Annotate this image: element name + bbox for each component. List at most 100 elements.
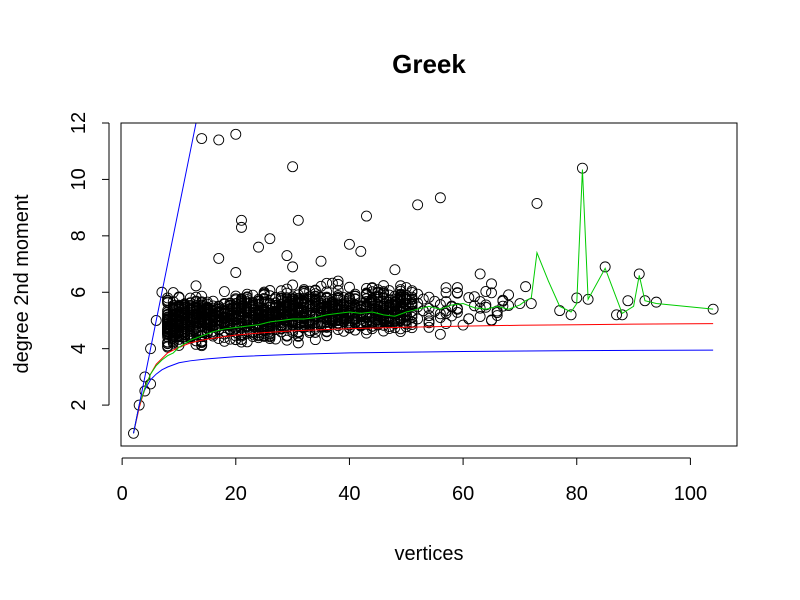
y-tick-label: 8 — [68, 230, 90, 241]
data-point — [287, 279, 299, 291]
data-point — [486, 287, 497, 299]
data-point — [287, 161, 299, 173]
data-point — [287, 315, 299, 327]
data-point — [491, 307, 503, 319]
data-point — [275, 304, 287, 316]
data-point — [184, 302, 196, 314]
data-point — [258, 305, 270, 316]
plot-area — [128, 123, 719, 439]
data-point — [162, 326, 174, 338]
data-point — [389, 264, 401, 276]
data-point — [184, 328, 196, 340]
data-point — [520, 281, 532, 293]
data-point — [139, 385, 151, 397]
data-point — [622, 295, 634, 307]
data-point — [650, 296, 662, 308]
data-point — [326, 277, 338, 289]
data-point — [281, 334, 293, 346]
data-point — [343, 319, 355, 331]
data-point — [474, 311, 486, 322]
data-point — [281, 308, 293, 320]
data-point — [281, 300, 293, 312]
data-point — [253, 241, 264, 253]
data-point — [179, 317, 191, 329]
data-point — [372, 286, 384, 298]
data-point — [514, 298, 526, 309]
data-point — [298, 310, 310, 322]
data-point — [230, 290, 242, 302]
x-tick-label: 60 — [452, 483, 474, 505]
data-point — [304, 309, 316, 321]
x-tick-label: 80 — [566, 483, 588, 505]
data-point — [343, 238, 355, 250]
data-point — [213, 320, 225, 332]
data-point — [224, 312, 236, 324]
data-point — [264, 290, 276, 302]
data-point — [349, 313, 361, 325]
data-point — [236, 214, 247, 226]
data-point — [230, 306, 242, 318]
data-point — [292, 307, 304, 319]
data-point — [173, 316, 185, 328]
data-point — [378, 303, 389, 315]
data-point — [292, 214, 304, 226]
data-point — [440, 318, 452, 329]
data-point — [173, 325, 185, 337]
data-point — [332, 278, 344, 290]
data-point — [554, 305, 566, 317]
data-point — [338, 310, 350, 322]
data-point — [565, 309, 577, 321]
data-point — [162, 292, 174, 304]
data-point — [270, 293, 282, 305]
data-point — [372, 304, 384, 316]
data-point — [309, 288, 321, 300]
data-point — [361, 210, 372, 222]
data-point — [213, 134, 225, 146]
data-point — [366, 286, 378, 298]
data-point — [287, 299, 299, 311]
y-tick-label: 12 — [68, 112, 90, 134]
data-point — [469, 291, 480, 303]
data-point — [355, 313, 367, 325]
data-point — [241, 316, 253, 328]
data-point — [128, 427, 139, 439]
data-point — [167, 316, 179, 328]
x-tick-label: 40 — [338, 483, 360, 505]
data-point — [412, 199, 424, 211]
data-point — [304, 314, 316, 326]
data-point — [264, 333, 276, 344]
data-point — [236, 301, 247, 313]
data-point — [218, 286, 230, 297]
data-point — [400, 294, 412, 306]
data-point — [190, 280, 202, 292]
data-point — [236, 306, 247, 318]
data-point — [196, 300, 208, 312]
y-tick-label: 2 — [68, 400, 90, 411]
data-point — [429, 305, 441, 317]
data-point — [361, 283, 372, 294]
data-point — [451, 282, 463, 293]
data-point — [224, 305, 236, 317]
data-point — [292, 302, 304, 314]
data-point — [389, 313, 401, 325]
data-point — [275, 322, 287, 334]
data-point — [247, 304, 259, 316]
data-point — [304, 300, 316, 312]
data-point — [326, 312, 338, 324]
data-point — [389, 306, 401, 318]
data-point — [196, 306, 208, 318]
data-point — [400, 289, 412, 301]
data-point — [281, 292, 293, 304]
data-point — [423, 302, 435, 314]
data-point — [224, 320, 236, 331]
data-point — [236, 308, 247, 320]
data-point — [321, 325, 333, 337]
data-point — [213, 314, 225, 326]
data-point — [355, 301, 367, 312]
data-point — [258, 296, 270, 308]
data-point — [423, 315, 435, 327]
data-point — [349, 293, 361, 305]
data-point — [298, 315, 310, 326]
y-tick-label: 4 — [68, 343, 90, 354]
